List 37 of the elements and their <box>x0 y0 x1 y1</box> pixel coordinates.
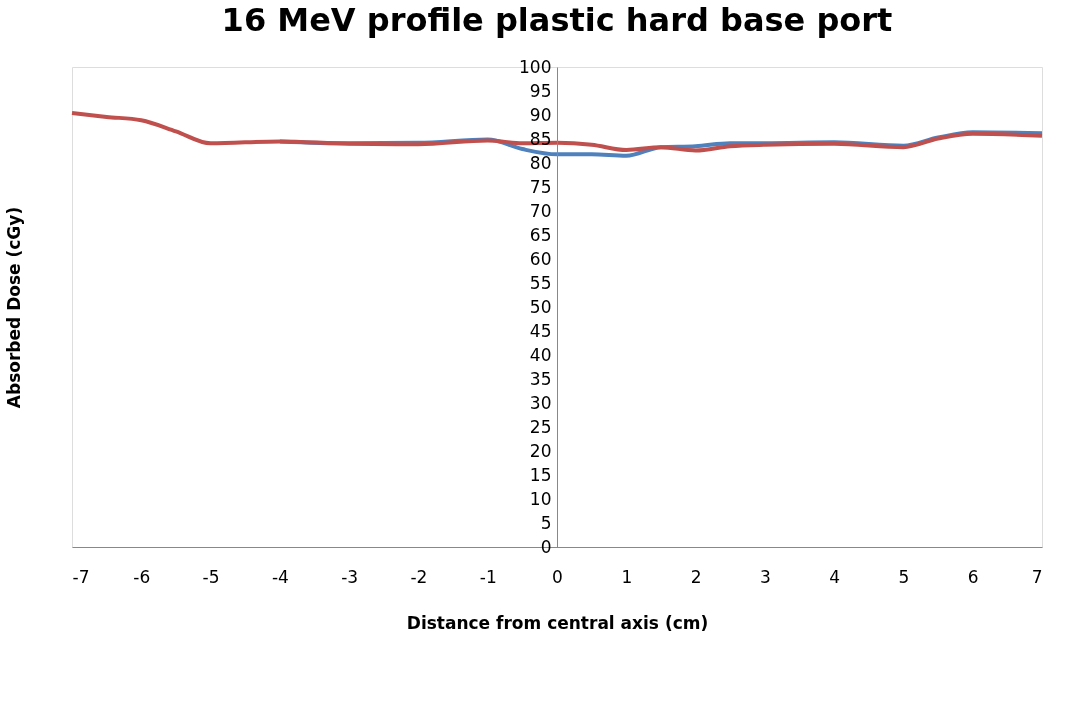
x-tick-label: 5 <box>898 566 910 587</box>
y-tick-label: 25 <box>529 416 552 437</box>
y-tick-label: 35 <box>529 368 552 389</box>
y-tick-label: 90 <box>529 104 552 125</box>
y-tick-label: 65 <box>529 224 552 245</box>
y-tick-label: 100 <box>519 56 552 77</box>
y-tick-label: 80 <box>529 152 552 173</box>
chart-title: 16 MeV profile plastic hard base port <box>221 1 893 39</box>
y-tick-label: 20 <box>529 440 552 461</box>
y-tick-label: 60 <box>529 248 552 269</box>
y-tick-label: 45 <box>529 320 552 341</box>
y-tick-label: 75 <box>529 176 552 197</box>
x-tick-label: -4 <box>271 566 289 587</box>
x-tick-label: 6 <box>967 566 979 587</box>
x-tick-label: -2 <box>410 566 428 587</box>
x-tick-label: -6 <box>133 566 151 587</box>
x-tick-label: -7 <box>72 566 90 587</box>
y-tick-label: 40 <box>529 344 552 365</box>
x-tick-label: 2 <box>690 566 702 587</box>
y-tick-label: 50 <box>529 296 552 317</box>
x-tick-label: 1 <box>621 566 633 587</box>
y-axis-title: Absorbed Dose (cGy) <box>4 206 25 409</box>
x-tick-label: -5 <box>202 566 220 587</box>
y-tick-label: 0 <box>540 536 552 557</box>
x-tick-label: 3 <box>759 566 771 587</box>
x-tick-label: 7 <box>1031 566 1043 587</box>
y-tick-label: 15 <box>529 464 552 485</box>
y-tick-label: 5 <box>540 512 552 533</box>
y-tick-label: 70 <box>529 200 552 221</box>
x-tick-label: 4 <box>829 566 841 587</box>
x-tick-label: -3 <box>341 566 359 587</box>
y-tick-label: 10 <box>529 488 552 509</box>
y-tick-label: 55 <box>529 272 552 293</box>
y-tick-label: 30 <box>529 392 552 413</box>
x-axis-title: Distance from central axis (cm) <box>406 612 709 633</box>
x-tick-label: -1 <box>479 566 497 587</box>
y-tick-label: 95 <box>529 80 552 101</box>
